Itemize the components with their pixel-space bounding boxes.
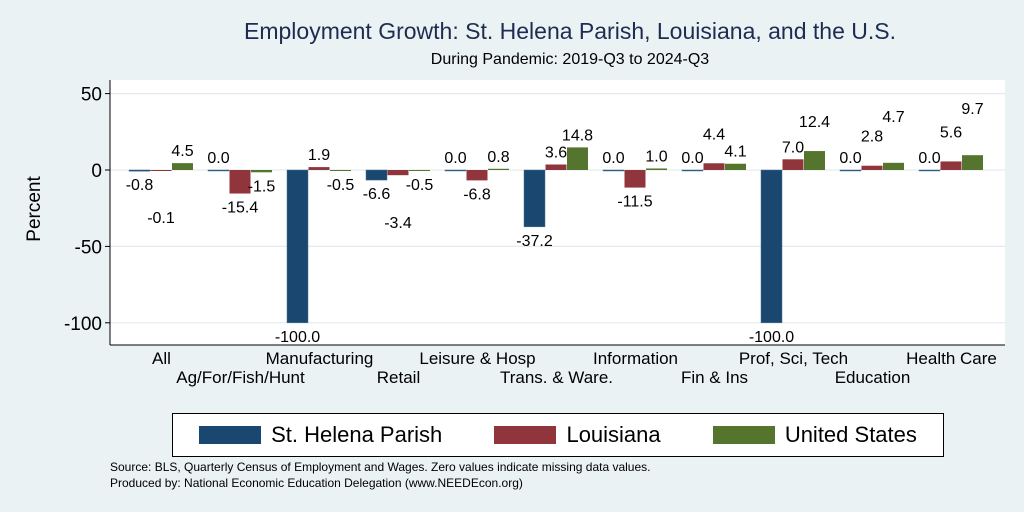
data-label: 7.0 xyxy=(782,139,804,156)
x-tick-label: Manufacturing xyxy=(266,349,374,368)
produced-note: Produced by: National Economic Education… xyxy=(110,476,523,490)
bar xyxy=(365,169,388,181)
legend-swatch xyxy=(712,426,775,444)
y-tick-label: 50 xyxy=(81,85,102,106)
bar xyxy=(488,168,509,170)
bar xyxy=(602,169,625,172)
data-label: -3.4 xyxy=(384,215,412,232)
y-tick-label: -50 xyxy=(75,237,102,258)
data-label: -6.8 xyxy=(463,186,491,203)
data-label: 1.9 xyxy=(308,147,330,164)
data-label: 0.0 xyxy=(839,150,861,167)
bar xyxy=(251,170,272,173)
data-label: 3.6 xyxy=(545,144,567,161)
legend: St. Helena Parish Louisiana United State… xyxy=(172,413,944,457)
bar xyxy=(962,155,983,170)
bar xyxy=(286,169,309,324)
data-label: -100.0 xyxy=(749,329,794,346)
data-label: 9.7 xyxy=(961,101,983,118)
bar xyxy=(760,169,783,324)
bar xyxy=(444,169,467,172)
data-label: -0.1 xyxy=(147,210,175,227)
legend-swatch xyxy=(199,426,262,444)
x-tick-label: Ag/For/Fish/Hunt xyxy=(176,368,305,387)
data-label: 1.0 xyxy=(645,148,667,165)
legend-label: Louisiana xyxy=(566,422,661,447)
y-tick-label: 0 xyxy=(91,161,102,182)
plot-area xyxy=(110,80,1005,345)
x-tick-label: Prof, Sci, Tech xyxy=(739,349,848,368)
data-label: -100.0 xyxy=(275,329,320,346)
x-tick-label: Health Care xyxy=(906,349,997,368)
x-tick-label: All xyxy=(152,349,171,368)
bar xyxy=(330,170,351,171)
bar xyxy=(128,169,151,172)
y-tick-label: -100 xyxy=(64,314,102,335)
bar xyxy=(804,151,825,170)
bar xyxy=(466,170,488,181)
data-label: 4.4 xyxy=(703,126,725,143)
data-label: -11.5 xyxy=(617,194,652,211)
bar xyxy=(782,159,804,170)
bar xyxy=(387,170,409,176)
bar xyxy=(883,162,904,170)
chart-subtitle: During Pandemic: 2019-Q3 to 2024-Q3 xyxy=(430,51,710,68)
bar xyxy=(839,169,862,172)
data-label: 0.0 xyxy=(444,150,466,167)
bar xyxy=(409,170,430,171)
data-label: 0.0 xyxy=(918,150,940,167)
legend-item-us: United States xyxy=(712,422,917,448)
data-label: 2.8 xyxy=(861,129,883,146)
y-axis-title: Percent xyxy=(24,176,45,242)
bar xyxy=(703,163,725,170)
bar xyxy=(150,170,172,171)
data-label: 4.7 xyxy=(882,109,904,126)
x-tick-label: Fin & Ins xyxy=(681,368,748,387)
bar xyxy=(545,164,567,170)
bar xyxy=(861,165,883,170)
data-label: -0.5 xyxy=(406,177,434,194)
legend-item-st-helena: St. Helena Parish xyxy=(199,422,442,448)
x-tick-label: Information xyxy=(593,349,678,368)
bar xyxy=(681,169,704,172)
data-label: -0.8 xyxy=(126,177,154,194)
data-label: -1.5 xyxy=(248,178,276,195)
bar xyxy=(646,168,667,170)
bar xyxy=(940,161,962,170)
x-tick-label: Trans. & Ware. xyxy=(500,368,613,387)
legend-swatch xyxy=(494,426,557,444)
bar xyxy=(229,170,251,194)
x-tick-label: Leisure & Hosp xyxy=(419,349,535,368)
legend-label: St. Helena Parish xyxy=(271,422,443,447)
bar xyxy=(725,163,746,170)
bar xyxy=(523,169,546,228)
data-label: 12.4 xyxy=(799,114,830,131)
x-tick-label: Education xyxy=(835,368,911,387)
bar xyxy=(308,167,330,170)
bar xyxy=(624,170,646,188)
x-tick-label: Retail xyxy=(377,368,420,387)
data-label: -37.2 xyxy=(516,233,553,250)
data-label: -6.6 xyxy=(363,186,391,203)
bar xyxy=(207,169,230,172)
data-label: -15.4 xyxy=(222,200,259,217)
data-label: 0.0 xyxy=(207,150,229,167)
data-label: 14.8 xyxy=(562,127,593,144)
data-label: 0.0 xyxy=(681,150,703,167)
chart-title: Employment Growth: St. Helena Parish, Lo… xyxy=(244,18,896,44)
bar xyxy=(567,147,588,170)
legend-item-louisiana: Louisiana xyxy=(494,422,661,448)
data-label: 0.8 xyxy=(487,149,509,166)
bar xyxy=(918,169,941,172)
data-label: 4.1 xyxy=(724,144,746,161)
bar xyxy=(172,163,193,170)
legend-label: United States xyxy=(784,422,917,447)
data-label: -0.5 xyxy=(327,177,355,194)
data-label: 4.5 xyxy=(171,143,193,160)
data-label: 5.6 xyxy=(940,124,962,141)
source-note: Source: BLS, Quarterly Census of Employm… xyxy=(110,460,651,474)
data-label: 0.0 xyxy=(602,150,624,167)
